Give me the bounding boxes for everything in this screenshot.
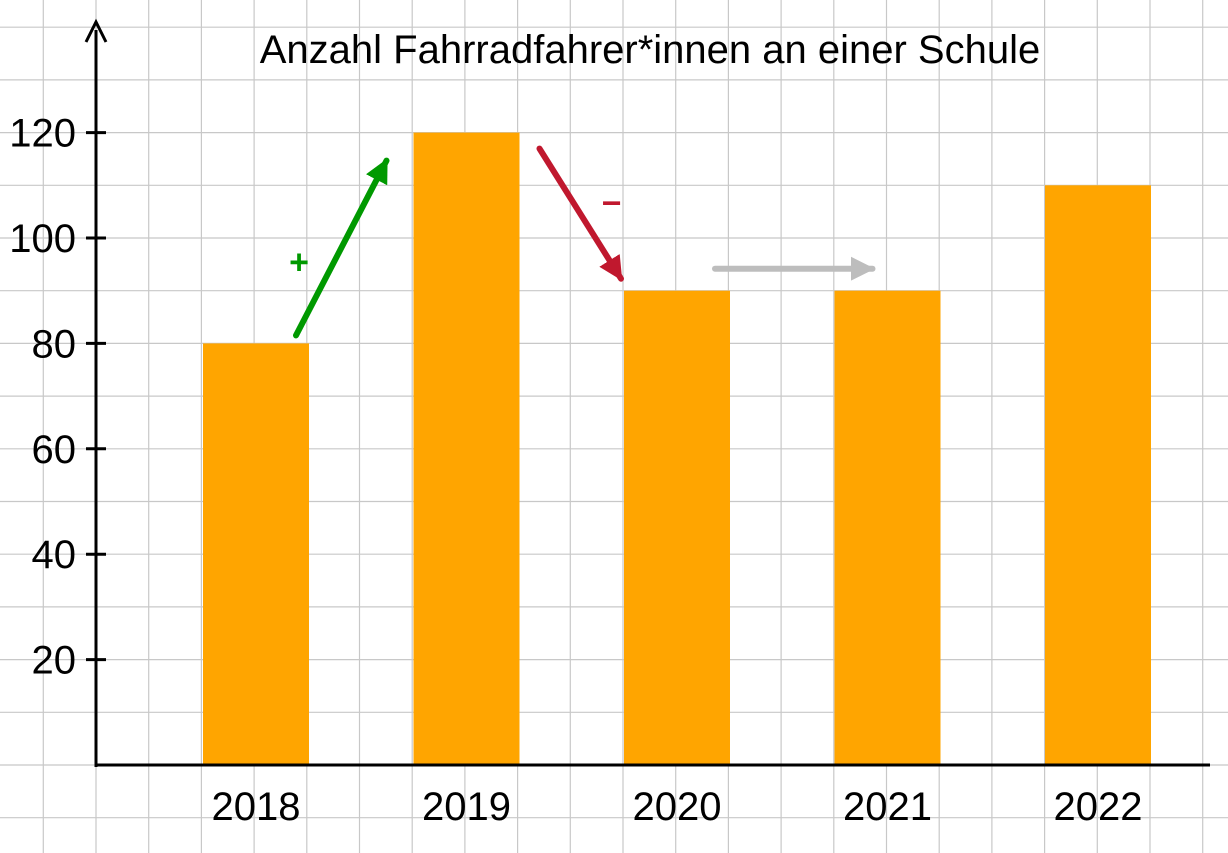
x-category-label: 2022 xyxy=(1054,785,1143,829)
y-ticks: 20 40 60 80 100 120 xyxy=(9,112,106,683)
bar-2019 xyxy=(413,132,520,766)
change-sign-label: + xyxy=(289,243,309,281)
x-category-label: 2019 xyxy=(422,785,511,829)
x-category-label: 2020 xyxy=(633,785,722,829)
y-tick-label: 40 xyxy=(32,533,77,577)
y-axis-arrow-icon xyxy=(84,18,108,43)
change-arrow-icon xyxy=(536,145,624,282)
change-sign-label: − xyxy=(602,185,622,223)
x-categories: 2018 2019 2020 2021 2022 xyxy=(212,785,1143,829)
bar-2022 xyxy=(1045,185,1151,766)
bar-2020 xyxy=(624,290,730,765)
change-arrow-icon xyxy=(293,157,390,339)
axes xyxy=(84,18,1210,767)
x-category-label: 2018 xyxy=(212,785,301,829)
x-category-label: 2021 xyxy=(843,785,932,829)
y-tick-label: 20 xyxy=(32,639,77,683)
chart-title: Anzahl Fahrradfahrer*innen an einer Schu… xyxy=(260,28,1041,72)
bar-2021 xyxy=(834,290,941,765)
y-tick-label: 60 xyxy=(32,428,77,472)
y-tick-label: 100 xyxy=(9,217,76,261)
bar-2018 xyxy=(203,343,309,765)
y-tick-label: 120 xyxy=(9,112,76,156)
annotations: +− xyxy=(289,145,876,339)
y-tick-label: 80 xyxy=(32,322,77,366)
bars xyxy=(203,132,1151,766)
